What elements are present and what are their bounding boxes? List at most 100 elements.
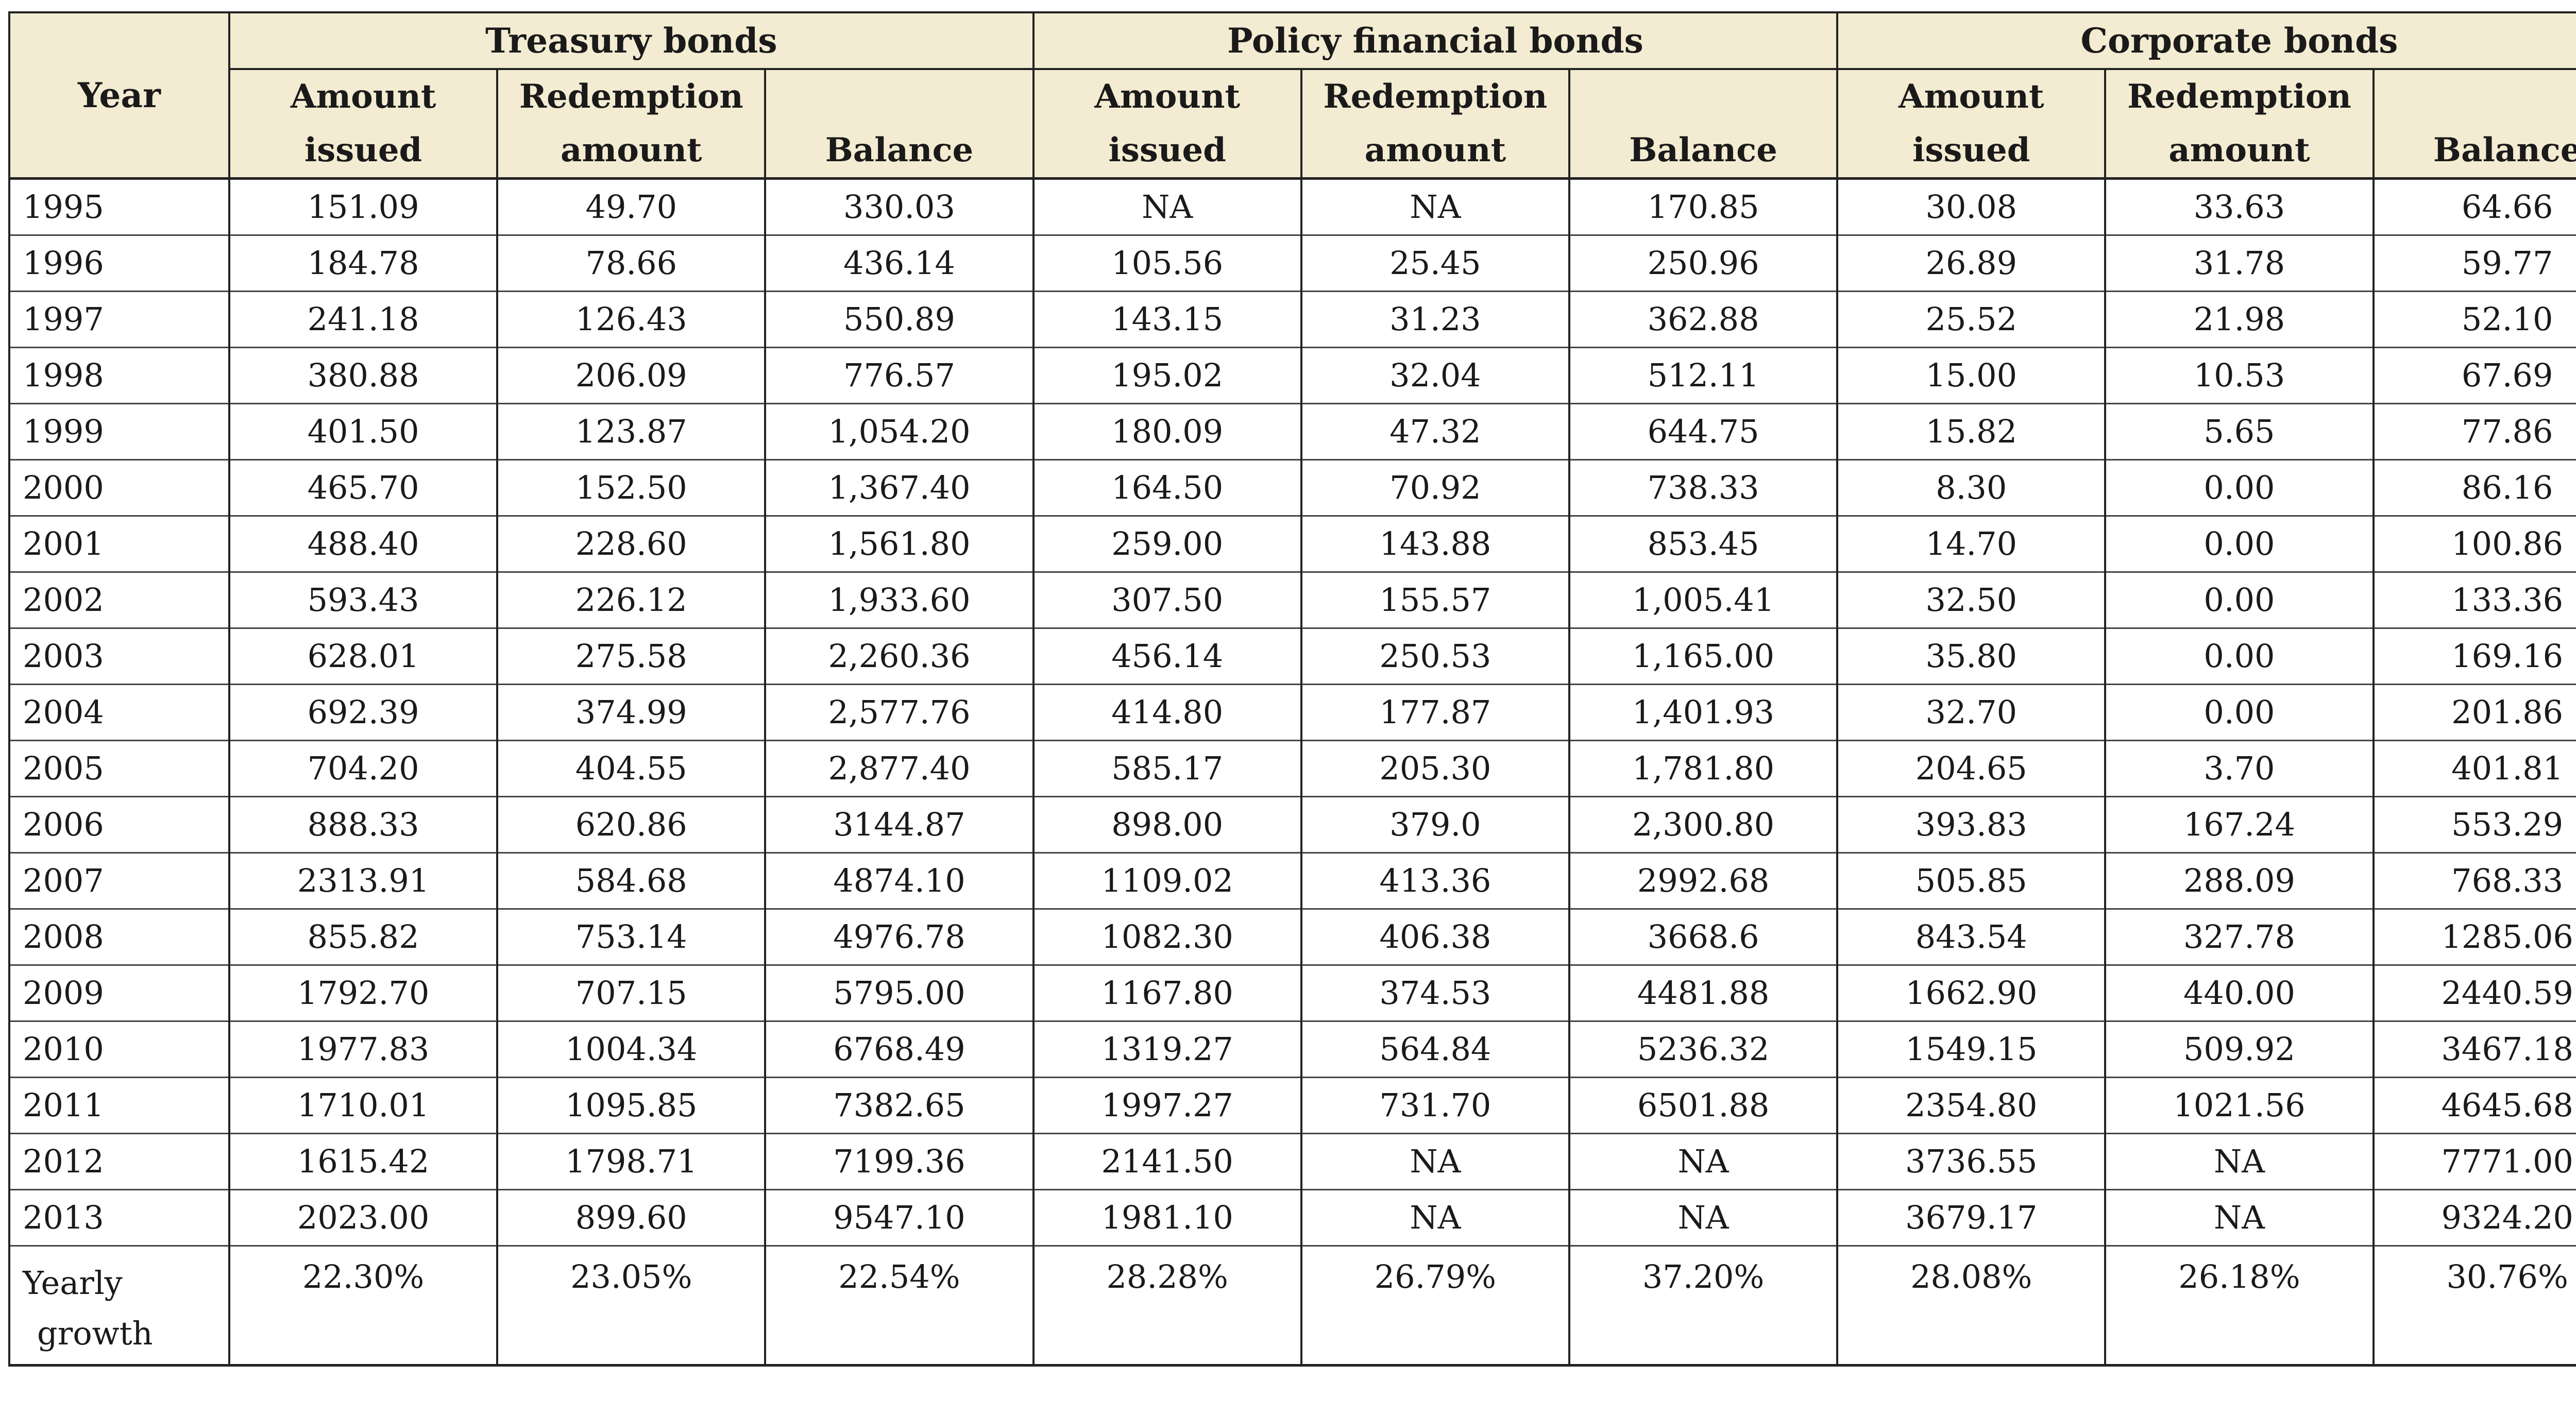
value-cell: NA	[1300, 177, 1570, 236]
value-cell: 10.53	[2104, 347, 2375, 404]
sub-header-treasury-redemption-amount: Redemption amount	[496, 68, 767, 180]
value-cell: 379.0	[1300, 796, 1570, 854]
value-cell: 228.60	[496, 515, 767, 573]
value-cell: 21.98	[2104, 291, 2375, 348]
value-cell: 620.86	[496, 796, 767, 854]
value-cell: 1109.02	[1032, 852, 1302, 910]
value-cell: 5795.00	[764, 964, 1035, 1022]
value-cell: 275.58	[496, 627, 767, 685]
sub-header-line: issued	[1108, 131, 1226, 169]
value-cell: 404.55	[496, 740, 767, 797]
value-cell: 553.29	[2372, 796, 2576, 854]
value-cell: 692.39	[228, 684, 499, 741]
yearly-growth-row: Yearly growth 22.30% 23.05% 22.54% 28.28% 26.7…	[8, 1245, 2576, 1367]
value-cell: 307.50	[1032, 571, 1302, 629]
growth-value-cell: 37.20%	[1568, 1245, 1839, 1367]
value-cell: 30.08	[1836, 177, 2107, 236]
value-cell: 167.24	[2104, 796, 2375, 854]
year-cell: 2004	[8, 684, 230, 741]
value-cell: 14.70	[1836, 515, 2107, 573]
sub-header-policy-amount-issued: Amount issued	[1032, 68, 1302, 180]
value-cell: 250.96	[1568, 234, 1839, 292]
bond-table-container: Year Treasury bonds Policy financial bon…	[8, 11, 2576, 1367]
value-cell: 0.00	[2104, 627, 2375, 685]
group-header-treasury-bonds: Treasury bonds	[228, 11, 1035, 70]
value-cell: 3.70	[2104, 740, 2375, 797]
value-cell: 6501.88	[1568, 1077, 1839, 1134]
value-cell: 1167.80	[1032, 964, 1302, 1022]
sub-header-corporate-amount-issued: Amount issued	[1836, 68, 2107, 180]
value-cell: 0.00	[2104, 571, 2375, 629]
value-cell: 0.00	[2104, 684, 2375, 741]
value-cell: 1798.71	[496, 1133, 767, 1190]
value-cell: 1,165.00	[1568, 627, 1839, 685]
value-cell: 1792.70	[228, 964, 499, 1022]
value-cell: 512.11	[1568, 347, 1839, 404]
value-cell: 143.88	[1300, 515, 1570, 573]
value-cell: 330.03	[764, 177, 1035, 236]
value-cell: 738.33	[1568, 459, 1839, 517]
value-cell: 177.87	[1300, 684, 1570, 741]
value-cell: 86.16	[2372, 459, 2576, 517]
value-cell: 226.12	[496, 571, 767, 629]
value-cell: 401.50	[228, 403, 499, 461]
value-cell: 4645.68	[2372, 1077, 2576, 1134]
value-cell: 413.36	[1300, 852, 1570, 910]
year-cell: 2001	[8, 515, 230, 573]
value-cell: 1549.15	[1836, 1020, 2107, 1078]
table-row: 2003 628.01 275.58 2,260.36 456.14 250.53 1,16…	[8, 627, 2576, 685]
growth-value-cell: 26.18%	[2104, 1245, 2375, 1367]
table-row: 1995 151.09 49.70 330.03 NA NA 170.85 30.08 33.6…	[8, 177, 2576, 236]
value-cell: 133.36	[2372, 571, 2576, 629]
value-cell: 67.69	[2372, 347, 2576, 404]
growth-value-cell: 23.05%	[496, 1245, 767, 1367]
year-cell: 2006	[8, 796, 230, 854]
value-cell: 2141.50	[1032, 1133, 1302, 1190]
sub-header-treasury-balance: Balance	[764, 68, 1035, 180]
value-cell: 7771.00	[2372, 1133, 2576, 1190]
value-cell: 456.14	[1032, 627, 1302, 685]
value-cell: 584.68	[496, 852, 767, 910]
sub-header-line	[766, 70, 1032, 124]
value-cell: 362.88	[1568, 291, 1839, 348]
growth-value-cell: 22.30%	[228, 1245, 499, 1367]
value-cell: 1,933.60	[764, 571, 1035, 629]
group-header-policy-financial-bonds: Policy financial bonds	[1032, 11, 1839, 70]
value-cell: 7199.36	[764, 1133, 1035, 1190]
value-cell: 465.70	[228, 459, 499, 517]
value-cell: 288.09	[2104, 852, 2375, 910]
value-cell: 374.99	[496, 684, 767, 741]
value-cell: 2,300.80	[1568, 796, 1839, 854]
table-row: 2008 855.82 753.14 4976.78 1082.30 406.38 3668…	[8, 908, 2576, 966]
value-cell: 100.86	[2372, 515, 2576, 573]
value-cell: 35.80	[1836, 627, 2107, 685]
value-cell: 327.78	[2104, 908, 2375, 966]
value-cell: 155.57	[1300, 571, 1570, 629]
value-cell: 31.23	[1300, 291, 1570, 348]
value-cell: 2,260.36	[764, 627, 1035, 685]
year-cell: 2010	[8, 1020, 230, 1078]
year-cell: 1995	[8, 177, 230, 236]
sub-header-treasury-amount-issued: Amount issued	[228, 68, 499, 180]
sub-header-line: Redemption	[519, 77, 743, 116]
value-cell: 505.85	[1836, 852, 2107, 910]
value-cell: 3144.87	[764, 796, 1035, 854]
bond-statistics-table: Year Treasury bonds Policy financial bon…	[8, 11, 2576, 1367]
value-cell: 126.43	[496, 291, 767, 348]
sub-header-line: Redemption	[2127, 77, 2351, 116]
value-cell: 4874.10	[764, 852, 1035, 910]
year-cell: 2013	[8, 1189, 230, 1247]
value-cell: 768.33	[2372, 852, 2576, 910]
sub-header-line	[1570, 70, 1836, 124]
value-cell: 1,561.80	[764, 515, 1035, 573]
value-cell: 1319.27	[1032, 1020, 1302, 1078]
group-header-corporate-bonds: Corporate bonds	[1836, 11, 2576, 70]
value-cell: 170.85	[1568, 177, 1839, 236]
value-cell: 1,401.93	[1568, 684, 1839, 741]
value-cell: 2992.68	[1568, 852, 1839, 910]
value-cell: 1,005.41	[1568, 571, 1839, 629]
value-cell: 52.10	[2372, 291, 2576, 348]
value-cell: 25.45	[1300, 234, 1570, 292]
value-cell: 204.65	[1836, 740, 2107, 797]
value-cell: 3668.6	[1568, 908, 1839, 966]
